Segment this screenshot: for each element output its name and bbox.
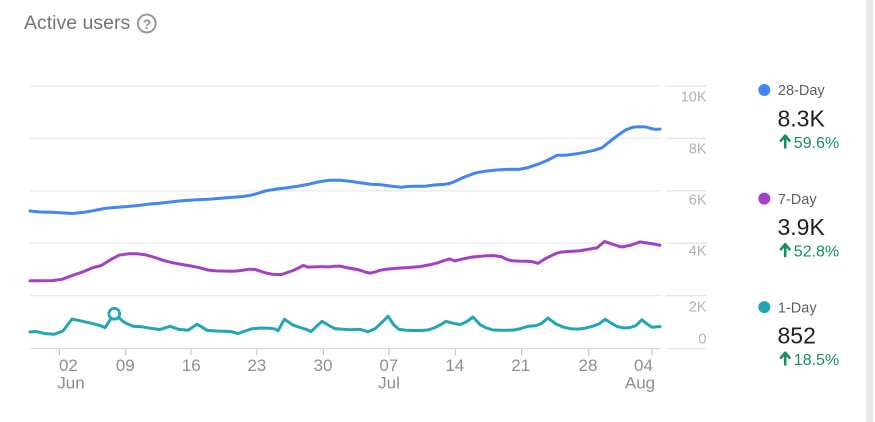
svg-text:28-Day: 28-Day — [778, 83, 825, 99]
svg-text:4K: 4K — [689, 243, 707, 259]
svg-text:09: 09 — [116, 356, 135, 375]
svg-text:23: 23 — [247, 356, 266, 375]
svg-text:0: 0 — [698, 331, 706, 347]
svg-text:1-Day: 1-Day — [778, 300, 817, 316]
svg-text:18.5%: 18.5% — [794, 352, 839, 369]
svg-text:30: 30 — [314, 356, 333, 375]
svg-text:Jul: Jul — [378, 374, 400, 393]
svg-text:Jun: Jun — [57, 374, 84, 393]
svg-text:852: 852 — [778, 323, 816, 349]
svg-text:8.3K: 8.3K — [778, 106, 826, 132]
svg-text:07: 07 — [379, 356, 398, 375]
svg-text:3.9K: 3.9K — [778, 214, 826, 240]
svg-text:28: 28 — [579, 356, 598, 375]
svg-text:16: 16 — [182, 356, 201, 375]
svg-text:Aug: Aug — [625, 374, 655, 393]
svg-text:52.8%: 52.8% — [794, 243, 839, 260]
svg-text:2K: 2K — [689, 299, 707, 315]
svg-text:10K: 10K — [681, 89, 707, 105]
svg-text:04: 04 — [634, 356, 653, 375]
svg-text:21: 21 — [511, 356, 530, 375]
svg-text:?: ? — [143, 16, 152, 32]
svg-text:Active users: Active users — [24, 12, 130, 34]
svg-text:8K: 8K — [689, 142, 707, 158]
svg-text:02: 02 — [59, 356, 78, 375]
svg-text:6K: 6K — [689, 193, 707, 209]
svg-text:14: 14 — [445, 356, 464, 375]
svg-text:7-Day: 7-Day — [778, 192, 817, 208]
svg-text:59.6%: 59.6% — [794, 135, 839, 152]
